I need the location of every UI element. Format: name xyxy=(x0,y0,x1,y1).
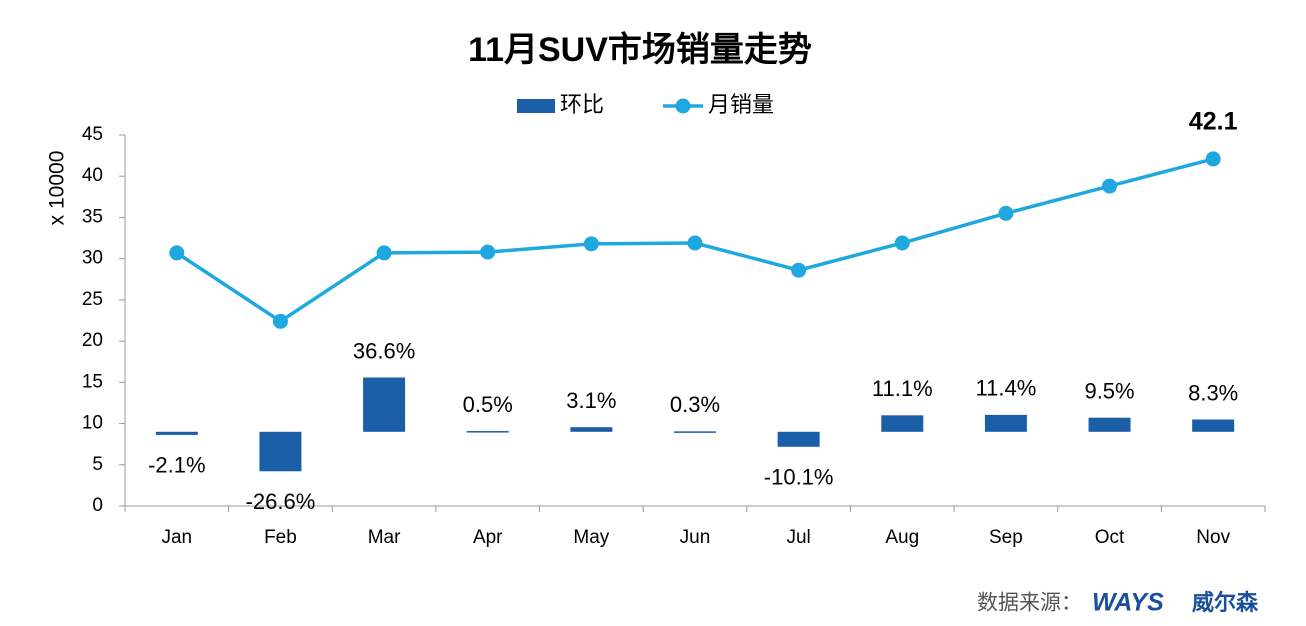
bar xyxy=(1088,417,1131,432)
y-tick-label: 10 xyxy=(82,413,103,434)
x-tick-label: Apr xyxy=(473,527,503,548)
y-tick-label: 15 xyxy=(82,371,103,392)
data-label: -10.1% xyxy=(764,465,834,490)
y-tick-label: 5 xyxy=(92,454,103,475)
data-label: 0.3% xyxy=(670,392,720,417)
chart-title: 11月SUV市场销量走势 xyxy=(468,30,812,69)
bar xyxy=(1192,419,1235,432)
legend-swatch xyxy=(517,99,555,113)
point xyxy=(583,236,599,252)
data-label: 11.1% xyxy=(872,376,933,401)
x-tick-label: Feb xyxy=(264,527,297,548)
data-label: 3.1% xyxy=(566,388,616,413)
y-tick-label: 35 xyxy=(82,206,103,227)
data-label: -26.6% xyxy=(246,489,316,514)
x-tick-label: Jan xyxy=(161,527,192,548)
logo: WAYS xyxy=(1092,589,1164,617)
data-label: -2.1% xyxy=(148,453,205,478)
bar xyxy=(674,431,716,433)
point xyxy=(169,245,185,261)
bar xyxy=(777,431,820,447)
x-tick-label: Mar xyxy=(368,527,401,548)
bar xyxy=(984,414,1027,432)
point xyxy=(687,235,703,251)
y-tick-label: 40 xyxy=(82,165,103,186)
y-tick-label: 20 xyxy=(82,330,103,351)
bar xyxy=(155,431,198,435)
y-axis-label: x 10000 xyxy=(46,151,69,226)
data-label: 8.3% xyxy=(1188,380,1238,405)
source: 数据来源： xyxy=(977,592,1082,615)
point xyxy=(480,244,496,260)
x-tick-label: Aug xyxy=(885,527,919,548)
data-label: 36.6% xyxy=(353,338,415,363)
point xyxy=(998,205,1014,221)
point xyxy=(272,313,288,329)
data-label: 9.5% xyxy=(1084,379,1134,404)
data-label: 11.4% xyxy=(976,376,1037,401)
data-label: 0.5% xyxy=(463,392,513,417)
point xyxy=(1102,178,1118,194)
data-label: 42.1 xyxy=(1189,108,1238,136)
bar xyxy=(259,431,302,472)
x-tick-label: Oct xyxy=(1095,527,1125,548)
point xyxy=(1205,151,1221,167)
legend-label: 环比 xyxy=(560,92,604,117)
logo-name: 威尔森 xyxy=(1192,590,1259,615)
legend-swatch xyxy=(675,98,691,114)
point xyxy=(894,235,910,251)
y-tick-label: 0 xyxy=(92,495,103,516)
legend-label: 月销量 xyxy=(708,92,774,117)
bar xyxy=(363,377,406,432)
bar xyxy=(570,427,613,432)
point xyxy=(791,262,807,278)
x-tick-label: Jul xyxy=(786,527,810,548)
x-tick-label: Nov xyxy=(1196,527,1230,548)
y-tick-label: 45 xyxy=(82,124,103,145)
bar xyxy=(466,431,509,433)
y-tick-label: 25 xyxy=(82,289,103,310)
bar xyxy=(881,415,924,432)
x-tick-label: May xyxy=(573,527,609,548)
y-tick-label: 30 xyxy=(82,248,103,269)
x-tick-label: Sep xyxy=(989,527,1023,548)
x-tick-label: Jun xyxy=(680,527,711,548)
point xyxy=(376,245,392,261)
